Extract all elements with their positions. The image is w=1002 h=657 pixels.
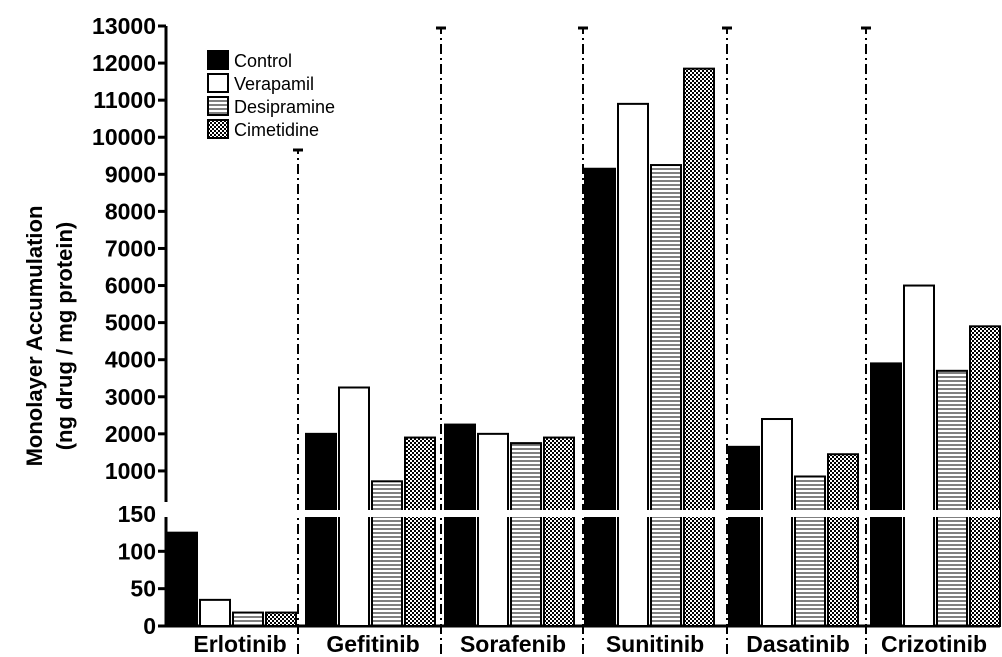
y-tick-label: 5000 [105,310,156,336]
category-label-erlotinib: Erlotinib [193,631,286,657]
bar-erlotinib-control [166,531,198,628]
bar-crizotinib-desipramine [936,369,968,628]
y-tick-label: 8000 [105,198,156,224]
y-axis-label: Monolayer Accumulation (ng drug / mg pro… [22,206,77,467]
bar-dasatinib-desipramine [794,475,826,627]
legend-label-control: Control [234,51,292,71]
y-tick-label: 6000 [105,273,156,299]
category-label-sorafenib: Sorafenib [460,631,566,657]
bars [166,67,1001,628]
y-tick-label: 3000 [105,384,156,410]
legend-swatch-verapamil [207,73,229,93]
y-tick-label: 12000 [92,50,156,76]
bar-erlotinib-desipramine [232,611,264,627]
bar-gefitinib-control [305,432,337,627]
bar-dasatinib-verapamil [761,418,793,627]
bar-dasatinib-control [728,445,760,628]
y-tick-label: 100 [118,538,156,564]
legend: Control Verapamil Desipramine Cimetidine [207,50,335,140]
y-tick-label: 13000 [92,13,156,39]
y-tick-label: 1000 [105,458,156,484]
bar-sorafenib-desipramine [510,442,542,627]
y-tick-label: 9000 [105,161,156,187]
category-label-crizotinib: Crizotinib [881,631,987,657]
bar-gefitinib-verapamil [338,386,370,627]
legend-swatch-cimetidine [207,119,229,139]
bar-crizotinib-verapamil [903,284,935,627]
group-separators [293,26,871,654]
bar-erlotinib-cimetidine [265,611,297,627]
y-tick-label: 10000 [92,124,156,150]
category-label-sunitinib: Sunitinib [606,631,704,657]
y-tick-label: 50 [130,576,156,602]
bar-crizotinib-control [870,362,902,627]
y-tick-label: 11000 [93,87,156,113]
y-axis-label-line-1: Monolayer Accumulation [22,206,47,467]
bar-sorafenib-cimetidine [543,436,575,627]
bar-gefitinib-cimetidine [404,436,436,627]
bar-erlotinib-verapamil [199,598,231,627]
bar-sunitinib-desipramine [650,164,682,628]
legend-label-cimetidine: Cimetidine [234,120,319,140]
bar-gefitinib-desipramine [371,480,403,628]
bar-sunitinib-verapamil [617,102,649,628]
bar-sorafenib-verapamil [477,432,509,627]
y-axis-label-line-2: (ng drug / mg protein) [52,222,77,451]
legend-label-verapamil: Verapamil [234,74,314,94]
y-tick-label: 4000 [105,347,156,373]
category-label-dasatinib: Dasatinib [746,631,850,657]
y-tick-label: 2000 [105,421,156,447]
y-tick-label: 7000 [105,235,156,261]
category-labels: Erlotinib Gefitinib Sorafenib Sunitinib Dasa… [193,631,987,657]
category-label-gefitinib: Gefitinib [326,631,419,657]
bar-sunitinib-cimetidine [683,67,715,627]
legend-label-desipramine: Desipramine [234,97,335,117]
axis-break [158,510,1000,517]
bar-sunitinib-control [584,167,616,627]
y-tick-label: 0 [143,613,156,639]
legend-swatch-desipramine [207,96,229,116]
bar-sorafenib-control [444,423,476,628]
y-tick-label: 150 [118,501,156,527]
axis-break-gap [158,510,1000,517]
bar-dasatinib-cimetidine [827,453,859,627]
bar-crizotinib-cimetidine [969,325,1001,627]
legend-swatch-control [207,50,229,70]
